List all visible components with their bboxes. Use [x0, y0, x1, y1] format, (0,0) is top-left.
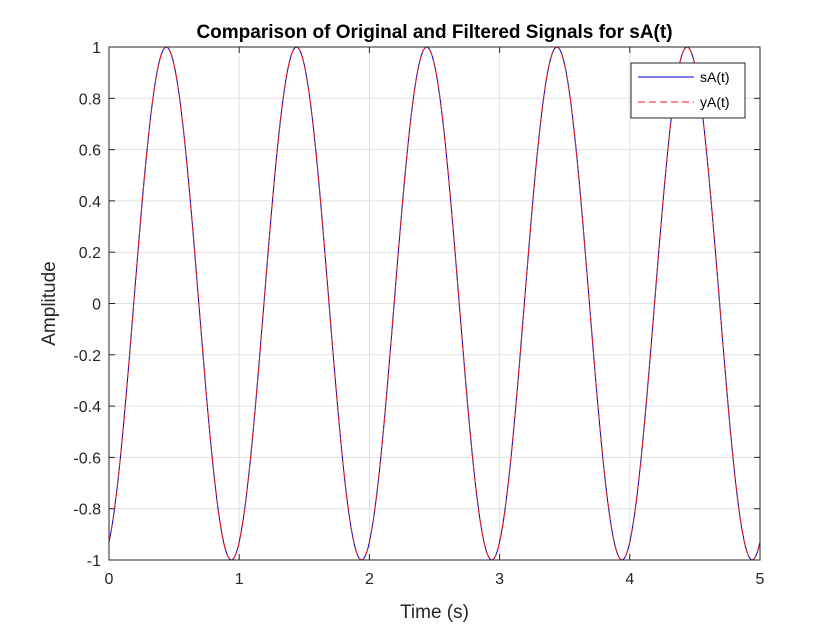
legend-label-ya: yA(t)	[700, 94, 730, 110]
x-tick-label: 1	[235, 571, 244, 588]
x-tick-label: 2	[365, 571, 374, 588]
tick-marks	[108, 46, 761, 561]
series-layer	[108, 46, 761, 561]
x-tick-label: 4	[625, 571, 634, 588]
x-tick-label: 3	[495, 571, 504, 588]
y-tick-label: 0.8	[79, 91, 101, 108]
y-tick-label: -0.6	[73, 450, 101, 467]
y-axis-label: Amplitude	[39, 261, 60, 346]
series-line-ya	[108, 46, 761, 561]
y-tick-label: -1	[87, 553, 101, 570]
y-tick-label: 0	[92, 297, 101, 314]
y-tick-label: -0.8	[73, 502, 101, 519]
tick-labels: 0 1 2 3 4 5 -1 -0.8 -0.6 -0.4 -0.2 0 0.2 0.4 0.6 0.8 1	[73, 40, 764, 588]
y-tick-label: -0.4	[73, 399, 101, 416]
y-tick-label: 0.2	[79, 245, 101, 262]
y-tick-label: -0.2	[73, 348, 101, 365]
legend-box	[630, 62, 746, 119]
legend: sA(t) yA(t)	[630, 62, 746, 119]
x-tick-label: 0	[105, 571, 114, 588]
x-axis-label: Time (s)	[400, 602, 469, 623]
x-tick-label: 5	[756, 571, 765, 588]
legend-label-sa: sA(t)	[700, 69, 730, 85]
chart-title: Comparison of Original and Filtered Sign…	[196, 22, 672, 43]
y-tick-label: 0.4	[79, 194, 101, 211]
y-tick-label: 1	[92, 40, 101, 57]
y-tick-label: 0.6	[79, 143, 101, 160]
